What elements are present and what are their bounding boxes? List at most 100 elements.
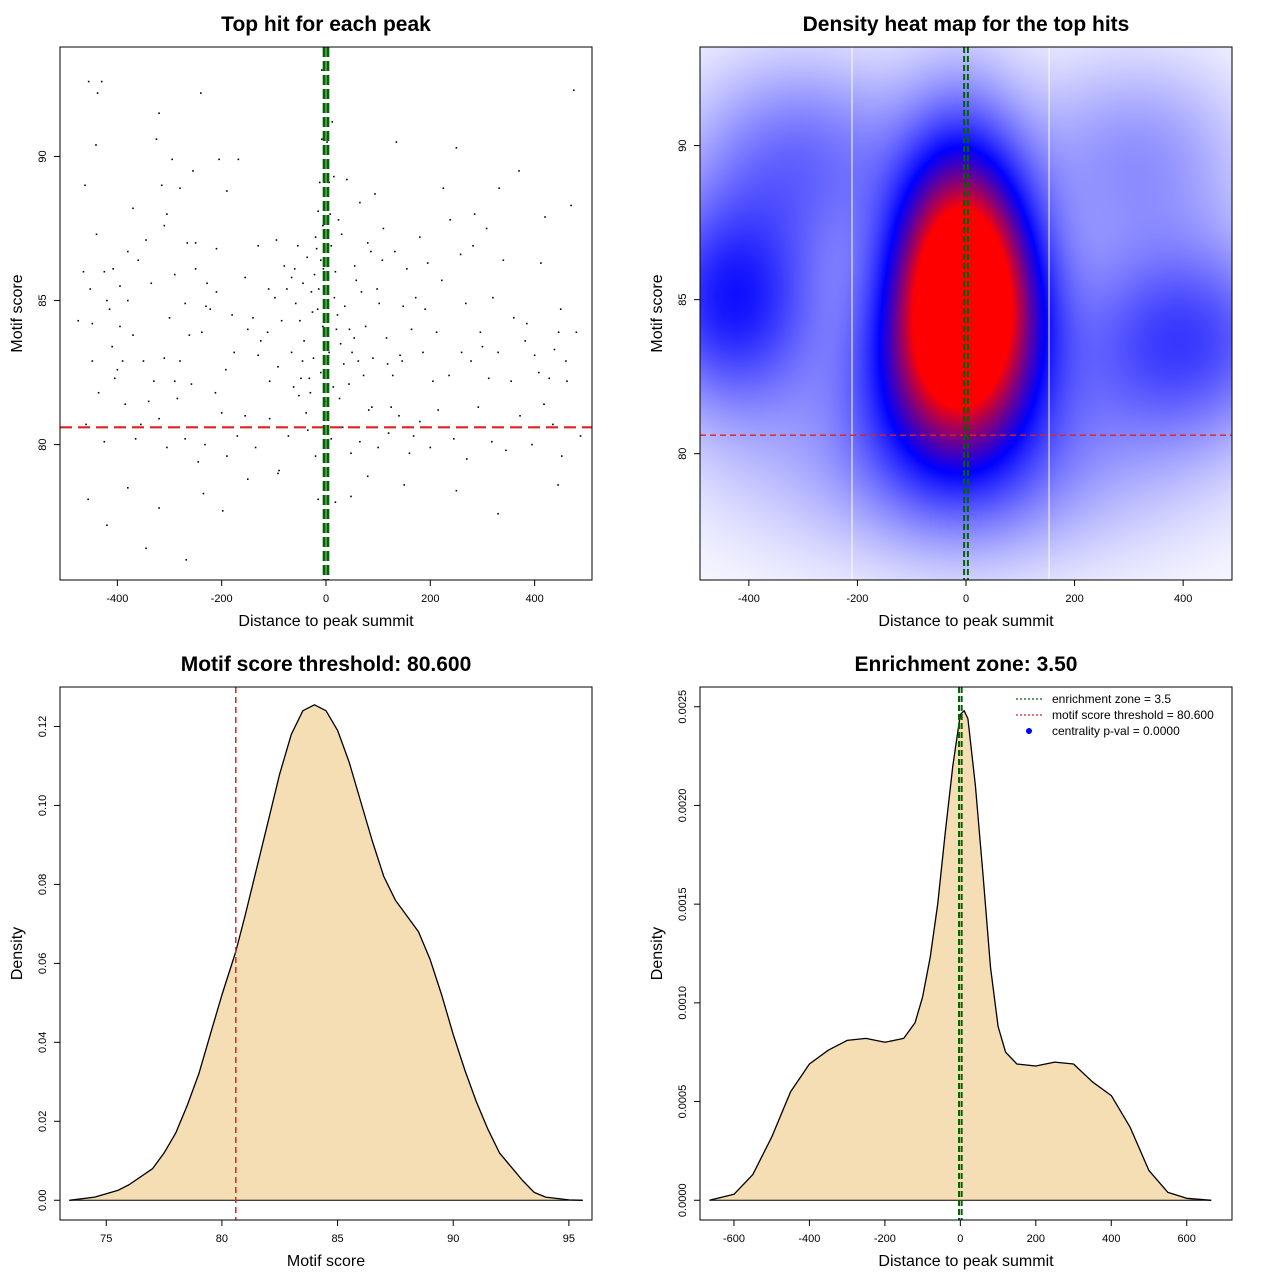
data-point: [176, 397, 179, 400]
data-point: [570, 204, 572, 207]
data-point: [287, 435, 290, 437]
data-point: [275, 239, 278, 241]
scatter-points: [77, 69, 582, 561]
data-point: [310, 291, 313, 293]
data-point: [348, 383, 350, 385]
data-point: [197, 461, 200, 463]
data-point: [127, 250, 129, 253]
x-tick-label: 400: [1102, 1233, 1120, 1245]
x-axis-label: Distance to peak summit: [238, 613, 414, 630]
data-point: [132, 334, 134, 336]
data-point: [168, 317, 171, 319]
data-point: [300, 377, 302, 380]
x-tick-label: -400: [106, 593, 128, 605]
data-point: [311, 311, 314, 313]
data-point: [322, 268, 325, 270]
density-fill: [709, 710, 1212, 1201]
data-point: [334, 501, 337, 504]
data-point: [158, 417, 160, 420]
density-curve: [709, 710, 1212, 1201]
data-point: [214, 391, 217, 394]
data-point: [472, 244, 474, 247]
data-point: [91, 360, 94, 362]
data-point: [314, 236, 317, 238]
data-point: [194, 242, 197, 244]
x-tick-label: -200: [846, 593, 868, 605]
chart-title: Enrichment zone: 3.50: [855, 653, 1078, 676]
data-point: [543, 403, 545, 406]
data-point: [194, 268, 197, 270]
data-point: [244, 276, 246, 279]
data-point: [359, 440, 361, 443]
data-point: [87, 498, 89, 501]
y-tick-label: 0.0015: [677, 887, 689, 921]
data-point: [321, 138, 323, 140]
data-point: [226, 455, 228, 457]
data-point: [237, 158, 240, 161]
data-point: [134, 438, 137, 440]
chart-title: Density heat map for the top hits: [803, 13, 1130, 36]
x-tick-label: -600: [723, 1233, 745, 1245]
y-tick-label: 85: [677, 294, 689, 306]
x-tick-label: -400: [798, 1233, 820, 1245]
data-point: [366, 475, 369, 478]
data-point: [301, 360, 304, 362]
data-point: [317, 210, 319, 213]
density-fill: [69, 704, 583, 1201]
y-axis-label: Motif score: [649, 274, 666, 352]
data-point: [395, 141, 398, 143]
data-point: [374, 193, 376, 195]
data-point: [452, 438, 455, 440]
data-point: [278, 469, 280, 472]
legend-label: enrichment zone = 3.5: [1052, 692, 1171, 706]
data-point: [221, 510, 224, 512]
data-point: [382, 227, 385, 230]
x-tick-label: 400: [1174, 593, 1192, 605]
data-point: [306, 256, 309, 259]
y-tick-label: 0.04: [37, 1032, 49, 1053]
data-point: [292, 386, 295, 388]
data-point: [226, 190, 228, 192]
data-point: [353, 265, 356, 267]
data-point: [422, 351, 424, 354]
data-point: [218, 158, 220, 161]
data-point: [246, 328, 249, 331]
plot-area: [709, 687, 1212, 1220]
data-point: [364, 325, 367, 328]
data-point: [322, 224, 324, 227]
data-point: [332, 386, 335, 388]
data-point: [298, 394, 300, 397]
data-point: [579, 435, 582, 437]
density-curve: [69, 704, 583, 1201]
data-point: [89, 288, 92, 290]
data-point: [257, 244, 259, 247]
data-point: [464, 302, 467, 305]
plot-area: [69, 687, 583, 1220]
data-point: [343, 305, 346, 308]
data-point: [202, 492, 205, 495]
data-point: [166, 213, 168, 215]
data-point: [370, 250, 372, 253]
y-axis-label: Motif score: [9, 274, 26, 352]
data-point: [215, 247, 218, 250]
data-point: [163, 357, 166, 359]
data-point: [432, 380, 434, 383]
data-point: [333, 296, 336, 299]
y-tick-label: 90: [677, 139, 689, 151]
x-axis: -600 -400 -200 0 200 400 600: [723, 1220, 1196, 1245]
data-point: [512, 317, 515, 319]
data-point: [267, 288, 270, 290]
data-point: [147, 400, 150, 403]
data-point: [321, 69, 323, 71]
y-axis: 0.0000 0.0005 0.0010 0.0015 0.0020 0.0025: [677, 690, 700, 1217]
data-point: [277, 366, 279, 368]
data-point: [145, 547, 147, 550]
y-tick-label: 90: [37, 150, 49, 162]
data-point: [318, 181, 321, 184]
data-point: [317, 498, 319, 501]
data-point: [111, 345, 113, 348]
data-point: [575, 331, 578, 334]
data-point: [390, 406, 392, 408]
x-tick-label: 95: [563, 1233, 575, 1245]
data-point: [460, 351, 463, 354]
